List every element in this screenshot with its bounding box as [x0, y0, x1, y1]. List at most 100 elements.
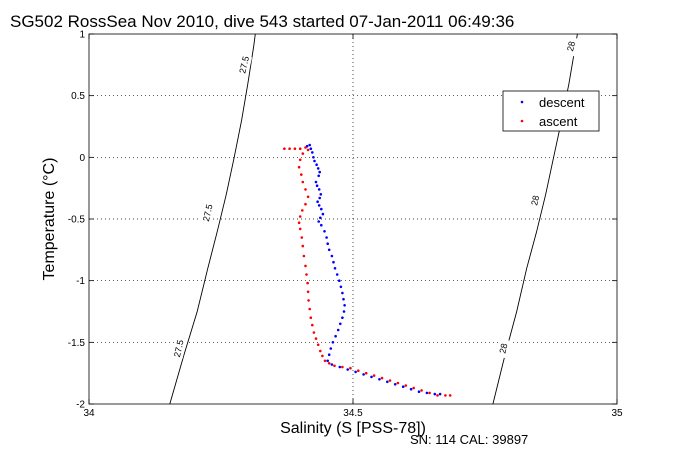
ascent-point	[306, 148, 310, 152]
ascent-point	[301, 244, 305, 248]
descent-point	[393, 383, 397, 386]
ascent-point	[304, 264, 307, 268]
ascent-point	[304, 146, 307, 149]
descent-point	[362, 373, 365, 376]
ascent-point	[301, 209, 304, 212]
ascent-point	[300, 236, 304, 239]
ascent-point	[420, 389, 423, 392]
ascent-point	[300, 173, 303, 176]
ascent-point	[298, 227, 302, 231]
density-contour-line	[169, 33, 256, 405]
y-tick-label: -1	[76, 276, 85, 287]
ascent-point	[404, 384, 408, 387]
y-axis-label: Temperature (°C)	[41, 158, 58, 281]
descent-point	[309, 147, 313, 150]
ascent-point	[312, 331, 316, 334]
ascent-point	[288, 147, 291, 150]
legend: descent ascent	[502, 90, 600, 132]
ascent-point	[304, 188, 307, 191]
descent-point	[354, 370, 357, 374]
legend-marker-descent	[520, 100, 524, 104]
ascent-point	[293, 147, 297, 150]
density-contour-line	[492, 33, 578, 405]
descent-point	[339, 285, 343, 289]
ascent-point	[428, 391, 431, 395]
descent-point	[311, 151, 314, 154]
contour-label-bg	[527, 190, 544, 211]
descent-point	[378, 378, 381, 381]
descent-point	[329, 347, 333, 350]
descent-point	[339, 322, 342, 326]
descent-point	[338, 365, 342, 369]
descent-point	[318, 170, 322, 174]
descent-point	[342, 297, 345, 301]
ascent-point	[412, 386, 416, 390]
ascent-point	[327, 362, 331, 365]
ascent-point	[323, 359, 327, 363]
x-axis-label: Salinity (S [PSS-78])	[280, 420, 426, 437]
ascent-point	[448, 394, 452, 397]
descent-point	[335, 273, 339, 276]
legend-marker-ascent	[520, 119, 524, 123]
contour-label: 27.5	[201, 203, 215, 222]
descent-point	[317, 188, 321, 191]
y-tick-label: -1.5	[68, 338, 86, 349]
ascent-point	[306, 290, 310, 294]
ascent-point	[304, 202, 307, 206]
descent-point	[316, 167, 320, 170]
descent-point	[326, 242, 330, 245]
ascent-point	[396, 381, 400, 385]
descent-point	[321, 212, 325, 216]
descent-point	[338, 279, 341, 283]
descent-point	[319, 193, 323, 196]
descent-point	[343, 304, 346, 307]
descent-point	[341, 291, 344, 295]
contour-label-bg	[170, 338, 187, 359]
serial-calibration-footer: SN: 114 CAL: 39897	[410, 432, 528, 447]
y-tick-label: 1	[79, 30, 85, 41]
descent-point	[316, 200, 319, 203]
descent-point	[327, 353, 331, 357]
ascent-point	[309, 316, 313, 320]
descent-point	[320, 207, 323, 211]
legend-box	[502, 90, 600, 132]
ascent-point	[380, 376, 384, 380]
contour-label-bg	[495, 338, 512, 359]
contour-label-bg	[563, 36, 579, 57]
descent-point	[341, 316, 344, 320]
descent-point	[314, 180, 318, 184]
descent-point	[326, 359, 330, 363]
descent-point	[425, 391, 429, 395]
descent-point	[320, 223, 323, 227]
descent-point	[323, 230, 326, 233]
axis-ticks: 34 34.5 35 -2 -1.5 -1 -0.5 0 0.5 1	[68, 30, 623, 420]
ascent-point	[316, 343, 320, 347]
x-tick-label: 34	[83, 408, 95, 419]
ascent-point	[364, 371, 368, 375]
ascent-point	[301, 180, 305, 184]
ascent-point	[297, 221, 301, 224]
descent-point	[438, 392, 442, 396]
ascent-point	[302, 254, 306, 258]
descent-point	[332, 260, 335, 264]
ascent-point	[283, 147, 286, 150]
legend-entry-descent: descent	[539, 95, 585, 110]
ascent-point	[357, 369, 360, 373]
ascent-point	[298, 215, 302, 218]
contour-label: 27.5	[237, 55, 251, 74]
descent-point	[325, 236, 328, 239]
ascent-point	[298, 158, 302, 162]
contour-label: 28	[497, 343, 509, 355]
contour-label: 27.5	[172, 339, 186, 358]
descent-point	[315, 163, 318, 166]
descent-point	[336, 328, 340, 332]
ascent-point	[349, 366, 352, 370]
descent-point	[346, 368, 350, 371]
descent-point	[386, 380, 389, 384]
contour-label: 28	[529, 195, 541, 207]
contour-label-bg	[199, 202, 216, 223]
descent-point	[333, 267, 337, 270]
descent-point	[401, 385, 405, 389]
descent-point	[342, 310, 346, 313]
